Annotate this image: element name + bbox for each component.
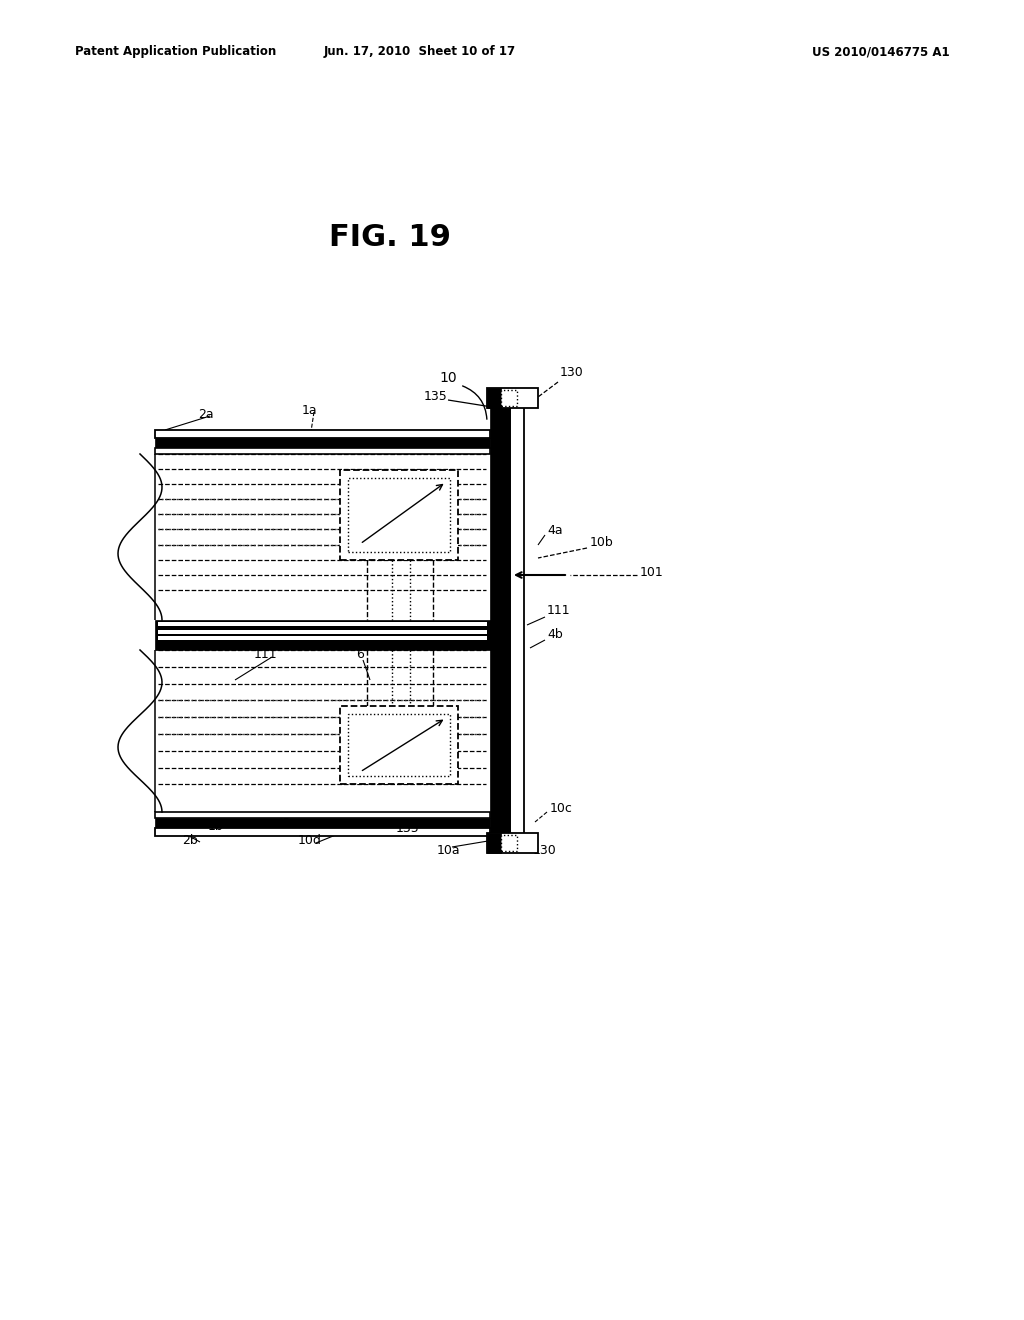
Bar [487,388,538,408]
Text: 10: 10 [439,371,457,385]
Text: 10b: 10b [590,536,613,549]
Text: Jun. 17, 2010  Sheet 10 of 17: Jun. 17, 2010 Sheet 10 of 17 [324,45,516,58]
Text: 1b: 1b [208,820,224,833]
Bar [155,620,492,649]
Text: 6: 6 [356,648,364,661]
Text: 130: 130 [534,845,557,858]
Bar [155,430,490,438]
Bar [158,636,487,640]
Text: Patent Application Publication: Patent Application Publication [75,45,276,58]
Bar [155,812,490,818]
Text: 10c: 10c [550,801,572,814]
Text: 4b: 4b [547,628,563,642]
Bar [501,836,517,851]
Text: 10a: 10a [436,845,460,858]
Text: 135: 135 [424,389,447,403]
Bar [158,630,487,634]
Bar [490,408,510,833]
Text: 130: 130 [560,367,584,380]
Bar [155,828,490,836]
Text: 2a: 2a [198,408,214,421]
Bar [155,438,490,447]
Text: 135: 135 [396,821,420,834]
Text: 111: 111 [547,603,570,616]
Bar [487,388,501,408]
Bar [155,447,490,454]
Bar [155,818,490,828]
Text: 10d: 10d [298,833,322,846]
Text: US 2010/0146775 A1: US 2010/0146775 A1 [812,45,950,58]
Text: 1a: 1a [302,404,317,417]
Bar [348,478,450,552]
Text: 101: 101 [640,565,664,578]
Bar [487,833,538,853]
Bar [348,714,450,776]
Text: FIG. 19: FIG. 19 [329,223,451,252]
Bar [340,706,458,784]
Bar [158,622,487,626]
Bar [487,833,501,853]
Bar [501,389,517,407]
Text: 111: 111 [254,648,278,661]
Text: 2b: 2b [182,833,198,846]
Bar [340,470,458,560]
Text: 4a: 4a [547,524,562,536]
